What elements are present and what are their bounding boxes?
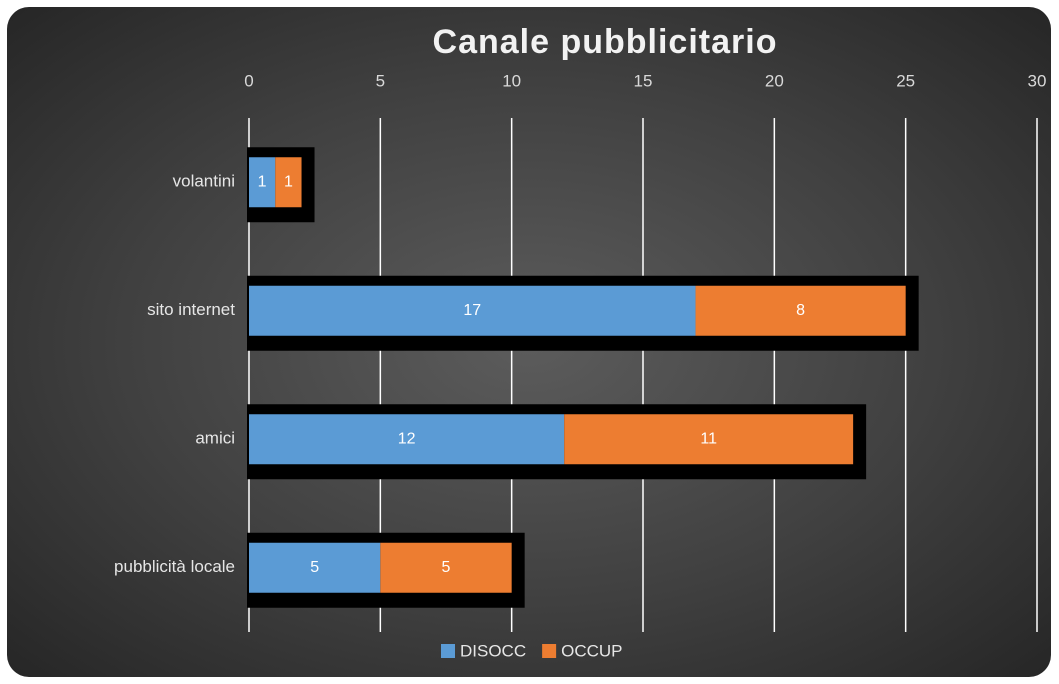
bar [249,285,696,336]
data-label: 12 [398,430,416,447]
y-tick-label: sito internet [147,300,235,319]
x-tick-label: 15 [634,71,653,90]
data-label: 17 [463,302,481,319]
bar [249,157,276,208]
legend-label: DISOCC [460,641,526,660]
x-tick-label: 0 [244,71,253,90]
legend-swatch [441,644,455,658]
x-tick-label: 25 [896,71,915,90]
x-tick-label: 30 [1028,71,1047,90]
legend-swatch [542,644,557,658]
x-tick-label: 5 [376,71,385,90]
bar [249,542,381,593]
chart-title: Canale pubblicitario [433,23,778,61]
data-label: 1 [258,173,267,190]
y-tick-label: amici [195,429,235,448]
y-tick-label: volantini [173,172,235,191]
data-label: 5 [442,559,451,576]
bar [380,542,512,593]
data-label: 8 [796,302,805,319]
bar [249,414,565,465]
data-label: 5 [310,559,319,576]
x-tick-label: 10 [502,71,521,90]
bar [275,157,302,208]
legend-label: OCCUP [561,641,622,660]
y-tick-label: pubblicità locale [114,557,235,576]
bar [695,285,906,336]
bar [564,414,854,465]
data-label: 11 [700,430,717,447]
x-tick-label: 20 [765,71,784,90]
data-label: 1 [284,173,293,190]
